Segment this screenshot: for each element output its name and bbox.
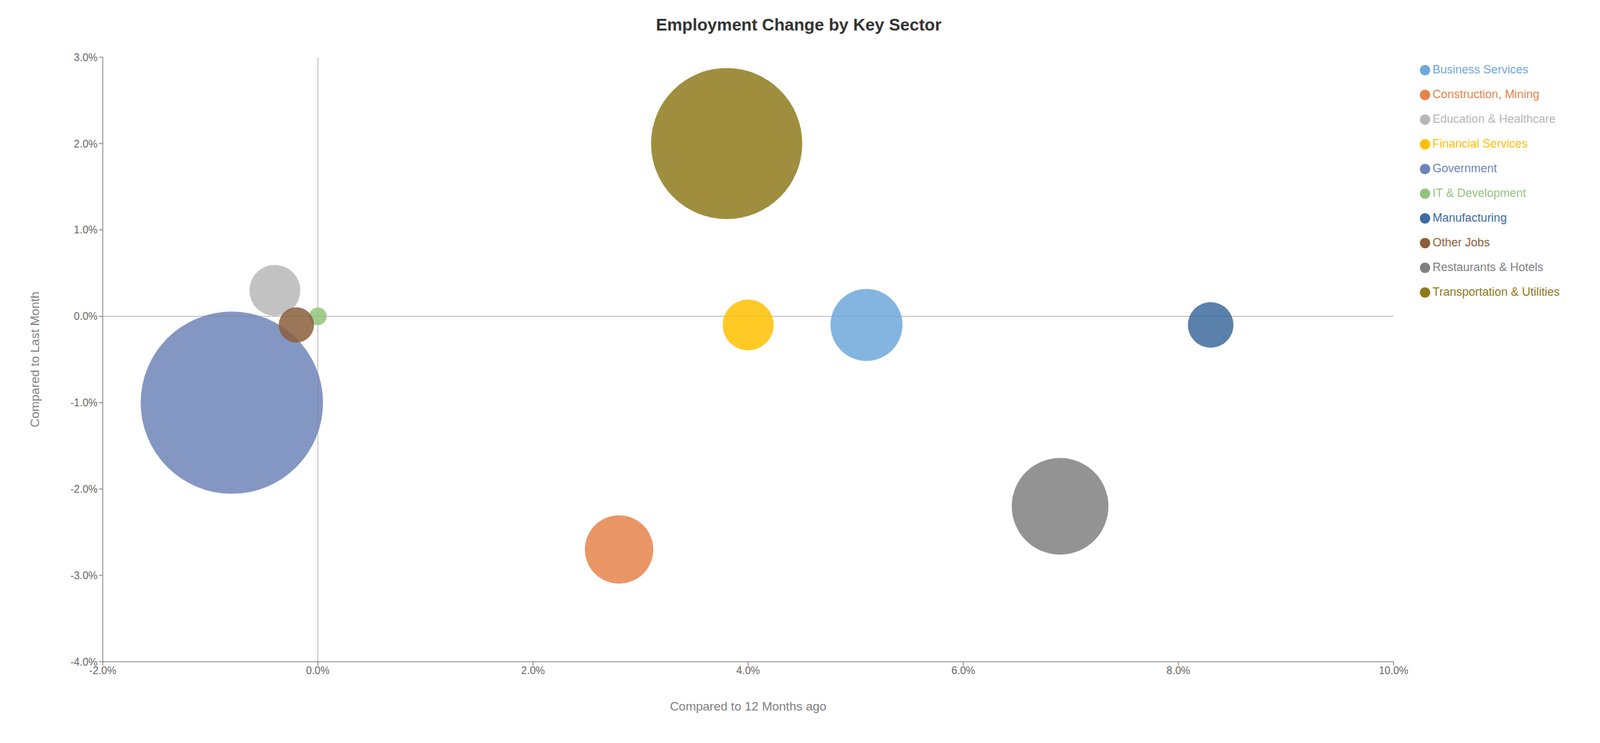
svg-text:-2.0%: -2.0% — [70, 483, 98, 495]
html-text:Government: Government — [1432, 161, 1497, 175]
html-text:Restaurants & Hotels: Restaurants & Hotels — [1432, 260, 1544, 274]
svg-text:Compared to 12 Months ago: Compared to 12 Months ago — [669, 699, 827, 714]
svg-text:2.0%: 2.0% — [520, 665, 545, 677]
html-text:Employment Change by Key Secto: Employment Change by Key Sector — [655, 14, 942, 35]
svg-text:-3.0%: -3.0% — [70, 570, 98, 582]
svg-text:10.0%: 10.0% — [1378, 665, 1409, 677]
svg-text:4.0%: 4.0% — [736, 665, 760, 677]
svg-text:2.0%: 2.0% — [74, 138, 98, 150]
svg-text:3.0%: 3.0% — [74, 52, 98, 64]
html-text:Construction, Mining: Construction, Mining — [1432, 87, 1540, 101]
html-text:Other Jobs: Other Jobs — [1432, 236, 1490, 250]
svg-text:1.0%: 1.0% — [74, 224, 98, 236]
svg-text:-2.0%: -2.0% — [89, 665, 117, 677]
html-text:Manufacturing: Manufacturing — [1432, 211, 1507, 225]
svg-text:6.0%: 6.0% — [951, 665, 975, 677]
svg-text:0.0%: 0.0% — [74, 310, 98, 322]
svg-text:-4.0%: -4.0% — [70, 656, 98, 668]
svg-text:8.0%: 8.0% — [1166, 665, 1191, 677]
html-text:Financial Services: Financial Services — [1432, 137, 1528, 151]
html-text:Business Services: Business Services — [1432, 63, 1529, 77]
html-text:IT & Development: IT & Development — [1432, 186, 1527, 200]
html-text:Education & Healthcare: Education & Healthcare — [1432, 112, 1556, 126]
html-text:Transportation & Utilities: Transportation & Utilities — [1432, 285, 1560, 299]
svg-text:0.0%: 0.0% — [306, 665, 330, 677]
svg-text:Compared to Last Month: Compared to Last Month — [27, 291, 42, 428]
svg-text:-1.0%: -1.0% — [70, 397, 98, 409]
